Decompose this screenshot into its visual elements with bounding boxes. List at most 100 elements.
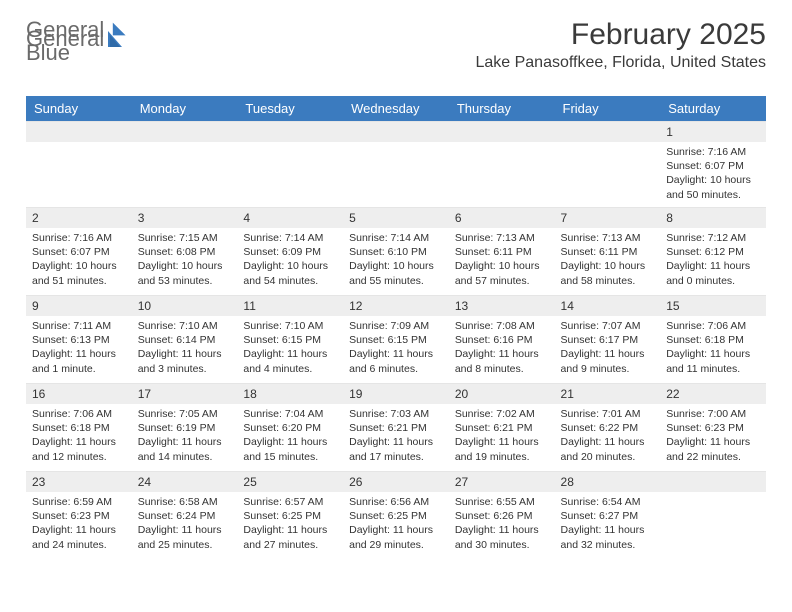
day-number: 7 bbox=[555, 207, 661, 228]
day-details: Sunrise: 7:07 AMSunset: 6:17 PMDaylight:… bbox=[555, 316, 661, 380]
day-details: Sunrise: 7:02 AMSunset: 6:21 PMDaylight:… bbox=[449, 404, 555, 468]
day-details: Sunrise: 7:10 AMSunset: 6:14 PMDaylight:… bbox=[132, 316, 238, 380]
sunset-text: Sunset: 6:23 PM bbox=[666, 421, 760, 435]
day-number: 13 bbox=[449, 295, 555, 316]
daylight-text-2: and 57 minutes. bbox=[455, 274, 549, 288]
calendar-cell: 7Sunrise: 7:13 AMSunset: 6:11 PMDaylight… bbox=[555, 207, 661, 295]
daylight-text-1: Daylight: 11 hours bbox=[561, 435, 655, 449]
day-number: 14 bbox=[555, 295, 661, 316]
day-details: Sunrise: 7:14 AMSunset: 6:10 PMDaylight:… bbox=[343, 228, 449, 292]
day-details: Sunrise: 7:08 AMSunset: 6:16 PMDaylight:… bbox=[449, 316, 555, 380]
daylight-text-2: and 30 minutes. bbox=[455, 538, 549, 552]
daylight-text-1: Daylight: 11 hours bbox=[349, 523, 443, 537]
daylight-text-2: and 11 minutes. bbox=[666, 362, 760, 376]
daylight-text-2: and 1 minute. bbox=[32, 362, 126, 376]
calendar-cell: 23Sunrise: 6:59 AMSunset: 6:23 PMDayligh… bbox=[26, 471, 132, 559]
sunrise-text: Sunrise: 7:04 AM bbox=[243, 407, 337, 421]
sunrise-text: Sunrise: 6:56 AM bbox=[349, 495, 443, 509]
calendar-week: 2Sunrise: 7:16 AMSunset: 6:07 PMDaylight… bbox=[26, 207, 766, 295]
sunrise-text: Sunrise: 7:09 AM bbox=[349, 319, 443, 333]
daylight-text-2: and 8 minutes. bbox=[455, 362, 549, 376]
sunset-text: Sunset: 6:22 PM bbox=[561, 421, 655, 435]
day-details: Sunrise: 6:59 AMSunset: 6:23 PMDaylight:… bbox=[26, 492, 132, 556]
daylight-text-1: Daylight: 11 hours bbox=[561, 523, 655, 537]
daylight-text-1: Daylight: 10 hours bbox=[561, 259, 655, 273]
calendar-cell: 14Sunrise: 7:07 AMSunset: 6:17 PMDayligh… bbox=[555, 295, 661, 383]
day-number: 27 bbox=[449, 471, 555, 492]
sunset-text: Sunset: 6:11 PM bbox=[455, 245, 549, 259]
weekday-header: Tuesday bbox=[237, 96, 343, 121]
day-details: Sunrise: 7:03 AMSunset: 6:21 PMDaylight:… bbox=[343, 404, 449, 468]
calendar-cell: 20Sunrise: 7:02 AMSunset: 6:21 PMDayligh… bbox=[449, 383, 555, 471]
day-details: Sunrise: 7:16 AMSunset: 6:07 PMDaylight:… bbox=[26, 228, 132, 292]
calendar-table: SundayMondayTuesdayWednesdayThursdayFrid… bbox=[26, 96, 766, 559]
calendar-cell bbox=[660, 471, 766, 559]
daylight-text-2: and 50 minutes. bbox=[666, 188, 760, 202]
sunrise-text: Sunrise: 7:13 AM bbox=[561, 231, 655, 245]
calendar-cell bbox=[26, 121, 132, 207]
daylight-text-2: and 54 minutes. bbox=[243, 274, 337, 288]
day-number bbox=[343, 121, 449, 142]
day-number: 9 bbox=[26, 295, 132, 316]
month-title: February 2025 bbox=[475, 18, 766, 52]
day-number: 22 bbox=[660, 383, 766, 404]
daylight-text-1: Daylight: 11 hours bbox=[455, 347, 549, 361]
calendar-cell bbox=[132, 121, 238, 207]
calendar-cell: 15Sunrise: 7:06 AMSunset: 6:18 PMDayligh… bbox=[660, 295, 766, 383]
day-number: 3 bbox=[132, 207, 238, 228]
sunrise-text: Sunrise: 7:16 AM bbox=[666, 145, 760, 159]
day-number: 26 bbox=[343, 471, 449, 492]
day-details: Sunrise: 7:12 AMSunset: 6:12 PMDaylight:… bbox=[660, 228, 766, 292]
sunrise-text: Sunrise: 7:07 AM bbox=[561, 319, 655, 333]
weekday-header: Wednesday bbox=[343, 96, 449, 121]
brand-text-2: Blue bbox=[26, 40, 70, 65]
calendar-week: 1Sunrise: 7:16 AMSunset: 6:07 PMDaylight… bbox=[26, 121, 766, 207]
daylight-text-2: and 15 minutes. bbox=[243, 450, 337, 464]
day-number: 28 bbox=[555, 471, 661, 492]
daylight-text-2: and 20 minutes. bbox=[561, 450, 655, 464]
weekday-header: Saturday bbox=[660, 96, 766, 121]
daylight-text-2: and 14 minutes. bbox=[138, 450, 232, 464]
daylight-text-2: and 17 minutes. bbox=[349, 450, 443, 464]
sunrise-text: Sunrise: 7:12 AM bbox=[666, 231, 760, 245]
sunrise-text: Sunrise: 6:55 AM bbox=[455, 495, 549, 509]
sunset-text: Sunset: 6:07 PM bbox=[32, 245, 126, 259]
daylight-text-1: Daylight: 10 hours bbox=[138, 259, 232, 273]
calendar-cell: 9Sunrise: 7:11 AMSunset: 6:13 PMDaylight… bbox=[26, 295, 132, 383]
calendar-cell bbox=[343, 121, 449, 207]
sunrise-text: Sunrise: 7:02 AM bbox=[455, 407, 549, 421]
day-number bbox=[449, 121, 555, 142]
daylight-text-1: Daylight: 11 hours bbox=[349, 347, 443, 361]
day-number: 4 bbox=[237, 207, 343, 228]
daylight-text-1: Daylight: 10 hours bbox=[666, 173, 760, 187]
day-details: Sunrise: 7:04 AMSunset: 6:20 PMDaylight:… bbox=[237, 404, 343, 468]
daylight-text-2: and 9 minutes. bbox=[561, 362, 655, 376]
daylight-text-1: Daylight: 11 hours bbox=[32, 347, 126, 361]
daylight-text-1: Daylight: 11 hours bbox=[666, 259, 760, 273]
daylight-text-1: Daylight: 11 hours bbox=[32, 435, 126, 449]
day-number: 17 bbox=[132, 383, 238, 404]
sunset-text: Sunset: 6:16 PM bbox=[455, 333, 549, 347]
daylight-text-1: Daylight: 11 hours bbox=[561, 347, 655, 361]
calendar-head: SundayMondayTuesdayWednesdayThursdayFrid… bbox=[26, 96, 766, 121]
calendar-cell: 16Sunrise: 7:06 AMSunset: 6:18 PMDayligh… bbox=[26, 383, 132, 471]
day-details: Sunrise: 6:58 AMSunset: 6:24 PMDaylight:… bbox=[132, 492, 238, 556]
day-number: 19 bbox=[343, 383, 449, 404]
daylight-text-2: and 58 minutes. bbox=[561, 274, 655, 288]
sunrise-text: Sunrise: 6:57 AM bbox=[243, 495, 337, 509]
sunset-text: Sunset: 6:12 PM bbox=[666, 245, 760, 259]
day-details: Sunrise: 7:15 AMSunset: 6:08 PMDaylight:… bbox=[132, 228, 238, 292]
sunrise-text: Sunrise: 7:14 AM bbox=[349, 231, 443, 245]
daylight-text-2: and 32 minutes. bbox=[561, 538, 655, 552]
sunrise-text: Sunrise: 7:03 AM bbox=[349, 407, 443, 421]
daylight-text-1: Daylight: 10 hours bbox=[243, 259, 337, 273]
location-label: Lake Panasoffkee, Florida, United States bbox=[475, 54, 766, 72]
sunrise-text: Sunrise: 7:10 AM bbox=[138, 319, 232, 333]
daylight-text-2: and 55 minutes. bbox=[349, 274, 443, 288]
sunrise-text: Sunrise: 7:14 AM bbox=[243, 231, 337, 245]
daylight-text-1: Daylight: 10 hours bbox=[349, 259, 443, 273]
day-details: Sunrise: 6:56 AMSunset: 6:25 PMDaylight:… bbox=[343, 492, 449, 556]
calendar-week: 9Sunrise: 7:11 AMSunset: 6:13 PMDaylight… bbox=[26, 295, 766, 383]
daylight-text-2: and 22 minutes. bbox=[666, 450, 760, 464]
day-number: 6 bbox=[449, 207, 555, 228]
